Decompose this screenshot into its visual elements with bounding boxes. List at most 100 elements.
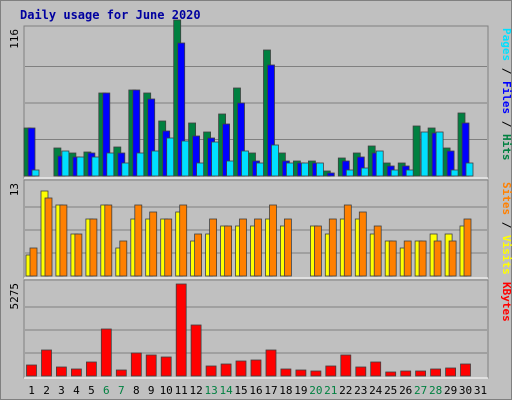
- visits-panel-bar-sites-2: [44, 197, 53, 277]
- hits-panel-bar-pages-3: [61, 150, 70, 177]
- kbytes-panel-bar-kbytes-8: [130, 352, 142, 377]
- x-tick-label-4: 4: [73, 384, 80, 397]
- visits-panel-bar-sites-24: [373, 225, 382, 277]
- visits-panel-bar-sites-16: [254, 218, 262, 277]
- hits-panel-right-labels: Pages / Files / Hits: [500, 28, 512, 161]
- hits-panel-bar-pages-15: [241, 150, 249, 177]
- hits-panel-bar-files-15: [237, 102, 245, 177]
- x-tick-label-22: 22: [339, 384, 352, 397]
- hits-panel-bar-pages-24: [375, 150, 384, 177]
- x-tick-label-29: 29: [444, 384, 457, 397]
- hits-panel-ymax-label: 116: [8, 29, 21, 49]
- hits-panel-bar-files-29: [446, 150, 455, 177]
- visits-panel-bar-sites-14: [224, 225, 233, 277]
- visits-panel-bar-sites-9: [149, 211, 158, 277]
- visits-panel: 13 Sites / Visits: [8, 179, 512, 279]
- kbytes-panel-bar-kbytes-17: [265, 349, 277, 377]
- kbytes-panel-bar-kbytes-7: [115, 369, 127, 377]
- hits-panel-bar-pages-5: [91, 156, 100, 177]
- hits-panel-bar-pages-17: [271, 144, 279, 177]
- hits-panel-bar-pages-30: [465, 162, 474, 177]
- kbytes-panel-bar-kbytes-16: [250, 359, 262, 377]
- hits-panel-bar-pages-18: [285, 162, 294, 177]
- visits-panel-bar-sites-21: [328, 218, 337, 277]
- kbytes-panel-legend-kbytes: KBytes: [500, 282, 512, 322]
- hits-panel-bar-pages-10: [166, 137, 175, 177]
- hits-panel-bar-pages-16: [256, 162, 264, 177]
- x-tick-label-25: 25: [384, 384, 397, 397]
- visits-panel-bar-sites-17: [269, 204, 277, 277]
- hits-panel-bar-files-17: [267, 64, 275, 177]
- kbytes-panel-bar-kbytes-25: [385, 371, 397, 377]
- visits-panel-right-labels: Sites / Visits: [500, 182, 512, 275]
- hits-panel-bar-pages-27: [420, 131, 429, 177]
- x-tick-label-10: 10: [160, 384, 173, 397]
- kbytes-panel-bar-kbytes-3: [56, 366, 67, 377]
- hits-panel-bar-files-1: [27, 127, 36, 177]
- visits-panel-bar-sites-25: [388, 240, 397, 277]
- kbytes-panel-bar-kbytes-15: [235, 360, 247, 377]
- visits-panel-bar-sites-11: [179, 204, 188, 277]
- kbytes-panel-bar-kbytes-2: [41, 349, 52, 377]
- hits-panel-legend-hits: Hits: [500, 134, 512, 161]
- x-tick-label-5: 5: [88, 384, 95, 397]
- hits-panel-bar-hits-27: [412, 125, 421, 177]
- x-tick-label-9: 9: [148, 384, 155, 397]
- kbytes-panel-right-labels: KBytes: [500, 282, 512, 322]
- hits-panel-bar-pages-13: [211, 141, 220, 177]
- visits-panel-bar-sites-1: [29, 247, 38, 277]
- kbytes-panel-bar-kbytes-29: [445, 367, 457, 377]
- hits-panel-bar-files-9: [147, 98, 156, 177]
- hits-panel-bar-pages-7: [121, 162, 130, 177]
- hits-panel-legend-files: Files: [500, 81, 512, 114]
- visits-panel-legend-sites: Sites: [500, 182, 512, 215]
- hits-panel-bar-pages-4: [76, 156, 85, 177]
- x-tick-label-28: 28: [429, 384, 442, 397]
- hits-panel-legend-pages: Pages: [500, 28, 512, 61]
- x-tick-label-12: 12: [189, 384, 202, 397]
- kbytes-panel-bar-kbytes-28: [430, 368, 442, 377]
- x-tick-label-16: 16: [249, 384, 262, 397]
- chart-title: Daily usage for June 2020: [20, 8, 201, 22]
- visits-panel-legend-visits: Visits: [500, 235, 512, 275]
- hits-panel-bar-files-23: [356, 156, 365, 177]
- kbytes-panel-bar-kbytes-20: [310, 370, 322, 377]
- hits-panel-bar-files-14: [222, 123, 231, 177]
- x-tick-label-26: 26: [399, 384, 412, 397]
- hits-panel-bar-files-6: [102, 92, 111, 177]
- hits-panel-bar-pages-28: [435, 131, 444, 177]
- hits-panel-bar-pages-26: [405, 169, 414, 177]
- kbytes-panel-bar-kbytes-12: [190, 324, 202, 377]
- visits-panel-bar-sites-26: [403, 240, 412, 277]
- x-tick-label-24: 24: [369, 384, 383, 397]
- x-tick-label-20: 20: [309, 384, 322, 397]
- x-tick-label-11: 11: [175, 384, 188, 397]
- x-tick-label-6: 6: [103, 384, 110, 397]
- visits-panel-bar-sites-15: [239, 218, 247, 277]
- hits-panel-bar-pages-1: [31, 169, 40, 177]
- visits-panel-bar-sites-18: [283, 218, 292, 277]
- visits-panel-bar-sites-22: [343, 204, 352, 277]
- kbytes-panel-bar-kbytes-13: [205, 365, 217, 377]
- hits-panel-bar-pages-20: [315, 162, 324, 177]
- hits-panel-bar-pages-29: [450, 169, 459, 177]
- hits-panel-bar-files-12: [192, 135, 201, 177]
- hits-panel-bar-pages-9: [151, 150, 160, 177]
- x-axis-labels: 1 2 3 4 5 6 7 8 9 10 11 12 13 14 15 16 17 18 19 20 21 22 23 24 2…: [28, 384, 487, 397]
- hits-panel-bar-files-8: [132, 89, 141, 177]
- kbytes-panel: 5275 KBytes: [8, 279, 512, 379]
- kbytes-panel-bar-kbytes-23: [355, 366, 367, 377]
- hits-panel-bar-pages-14: [226, 160, 235, 177]
- kbytes-panel-bar-kbytes-6: [100, 328, 112, 377]
- kbytes-panel-ymax-label: 5275: [8, 283, 21, 310]
- x-tick-label-13: 13: [204, 384, 217, 397]
- kbytes-panel-bar-kbytes-11: [175, 283, 187, 377]
- kbytes-panel-bar-kbytes-30: [460, 363, 471, 377]
- hits-panel-bar-files-21: [326, 172, 335, 177]
- kbytes-panel-bar-kbytes-5: [86, 361, 97, 377]
- x-tick-label-1: 1: [28, 384, 35, 397]
- x-tick-label-27: 27: [414, 384, 427, 397]
- x-tick-label-7: 7: [118, 384, 125, 397]
- x-tick-label-21: 21: [324, 384, 337, 397]
